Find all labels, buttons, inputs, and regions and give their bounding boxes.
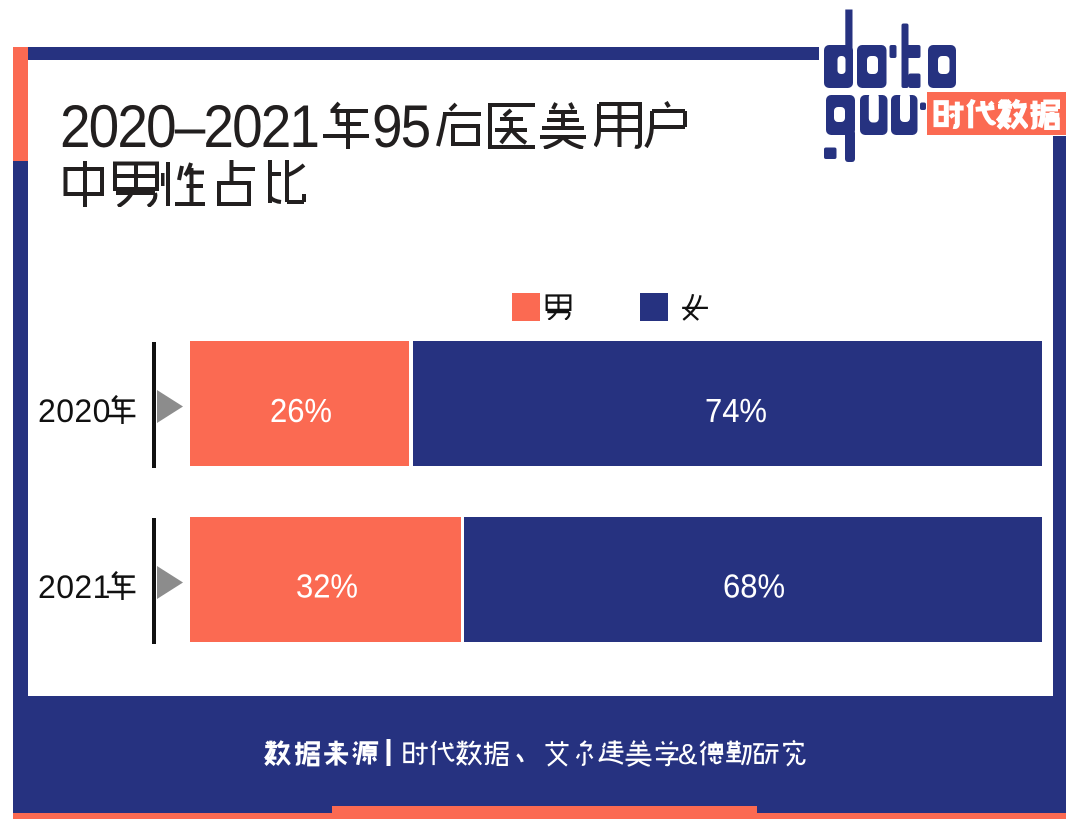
svg-text:2021: 2021 [38, 569, 111, 605]
svg-text:68%: 68% [723, 568, 785, 605]
svg-text:32%: 32% [296, 568, 358, 605]
svg-text:2020–2021: 2020–2021 [60, 94, 318, 161]
svg-text:26%: 26% [270, 392, 332, 429]
svg-text:95: 95 [372, 94, 429, 161]
svg-text:74%: 74% [705, 392, 767, 429]
svg-text:2020: 2020 [38, 393, 111, 429]
svg-text:&: & [678, 739, 697, 771]
